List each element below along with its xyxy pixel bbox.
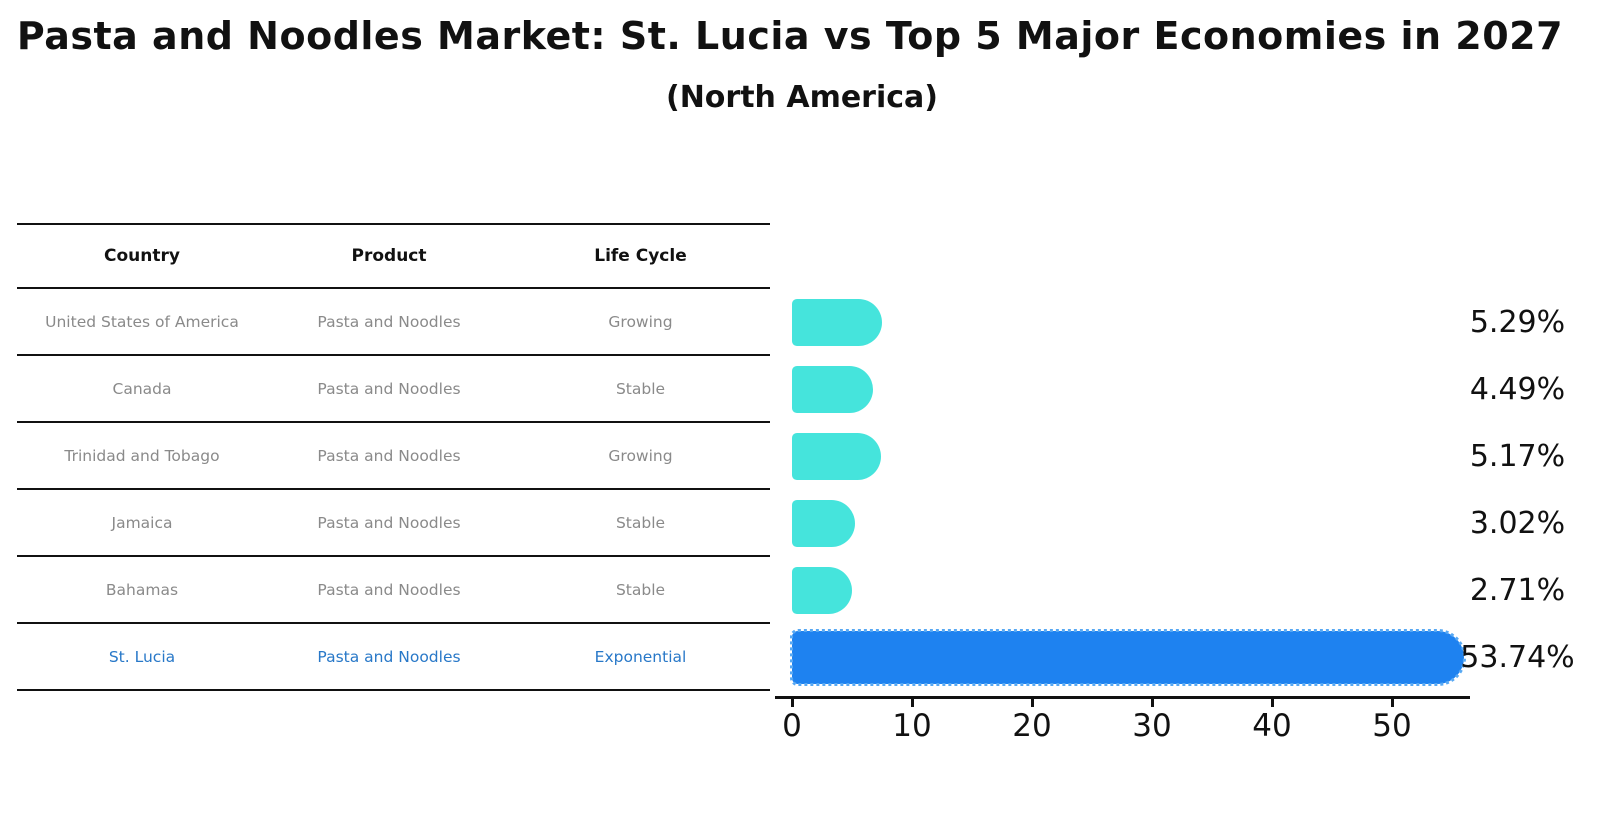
table-row: St. Lucia Pasta and Noodles Exponential	[17, 624, 770, 691]
table-cell-product: Pasta and Noodles	[317, 446, 461, 465]
bar-row	[792, 356, 1470, 423]
bar-chart	[790, 289, 1470, 691]
bar	[792, 433, 882, 480]
chart-title: Pasta and Noodles Market: St. Lucia vs T…	[16, 14, 1564, 58]
bar-row	[790, 624, 1470, 691]
table-cell-country: Canada	[112, 379, 172, 398]
bar	[792, 299, 883, 346]
tick-mark	[1151, 698, 1154, 707]
table-cell-country: Trinidad and Tobago	[64, 446, 220, 465]
table-header-row: Country Product Life Cycle	[17, 223, 770, 289]
tick-label: 20	[1012, 708, 1052, 744]
bar-value-label: 3.02%	[1469, 506, 1566, 541]
bar-row	[792, 557, 1470, 624]
tick-mark	[1391, 698, 1394, 707]
table-cell-country: United States of America	[45, 312, 239, 331]
bar-value-label: 5.29%	[1469, 305, 1566, 340]
bar-value-label: 2.71%	[1469, 573, 1566, 608]
table-cell-life-cycle: Growing	[608, 446, 673, 465]
bar	[792, 567, 852, 614]
table-cell-country: Bahamas	[105, 580, 179, 599]
x-axis-line	[775, 696, 1470, 699]
table-header-cell: Product	[351, 246, 427, 266]
table-cell-product: Pasta and Noodles	[317, 513, 461, 532]
bar-row	[792, 289, 1470, 356]
tick-label: 50	[1372, 708, 1412, 744]
table-cell-country: St. Lucia	[108, 647, 176, 666]
table-cell-life-cycle: Stable	[615, 580, 666, 599]
tick-label: 40	[1252, 708, 1292, 744]
value-label-column: 5.29% 4.49% 5.17% 3.02% 2.71% 53.74%	[1440, 289, 1595, 691]
tick-label: 10	[892, 708, 932, 744]
table-row: Trinidad and Tobago Pasta and Noodles Grow…	[17, 423, 770, 490]
bar-value-label: 4.49%	[1469, 372, 1566, 407]
tick-mark	[1271, 698, 1274, 707]
tick-label: 30	[1132, 708, 1172, 744]
chart-subtitle: (North America)	[665, 80, 938, 115]
bar-value-label: 53.74%	[1460, 640, 1575, 675]
table-header-cell: Life Cycle	[594, 246, 687, 266]
table-row: Canada Pasta and Noodles Stable	[17, 356, 770, 423]
table-cell-product: Pasta and Noodles	[317, 312, 461, 331]
bar-row	[792, 423, 1470, 490]
table-row: Bahamas Pasta and Noodles Stable	[17, 557, 770, 624]
table-cell-life-cycle: Stable	[615, 379, 666, 398]
table-row: United States of America Pasta and Noodle…	[17, 289, 770, 356]
x-axis: 0 10 20 30 40 50	[782, 698, 1470, 758]
tick-mark	[911, 698, 914, 707]
table-row: Jamaica Pasta and Noodles Stable	[17, 490, 770, 557]
table-cell-country: Jamaica	[111, 513, 173, 532]
bar-value-label: 5.17%	[1469, 439, 1566, 474]
table-cell-product: Pasta and Noodles	[317, 647, 461, 666]
table-body: United States of America Pasta and Noodle…	[17, 289, 770, 691]
bar-row	[792, 490, 1470, 557]
tick-mark	[1031, 698, 1034, 707]
table-cell-life-cycle: Stable	[615, 513, 666, 532]
table-header-cell: Country	[104, 246, 180, 266]
country-table: Country Product Life Cycle United States o…	[17, 223, 770, 691]
bar	[792, 500, 856, 547]
table-cell-life-cycle: Growing	[608, 312, 673, 331]
tick-mark	[791, 698, 794, 707]
table-cell-product: Pasta and Noodles	[317, 379, 461, 398]
table-cell-product: Pasta and Noodles	[317, 580, 461, 599]
bar-st-lucia	[790, 629, 1466, 686]
tick-label: 0	[782, 708, 802, 744]
bar	[792, 366, 873, 413]
table-cell-life-cycle: Exponential	[594, 647, 687, 666]
